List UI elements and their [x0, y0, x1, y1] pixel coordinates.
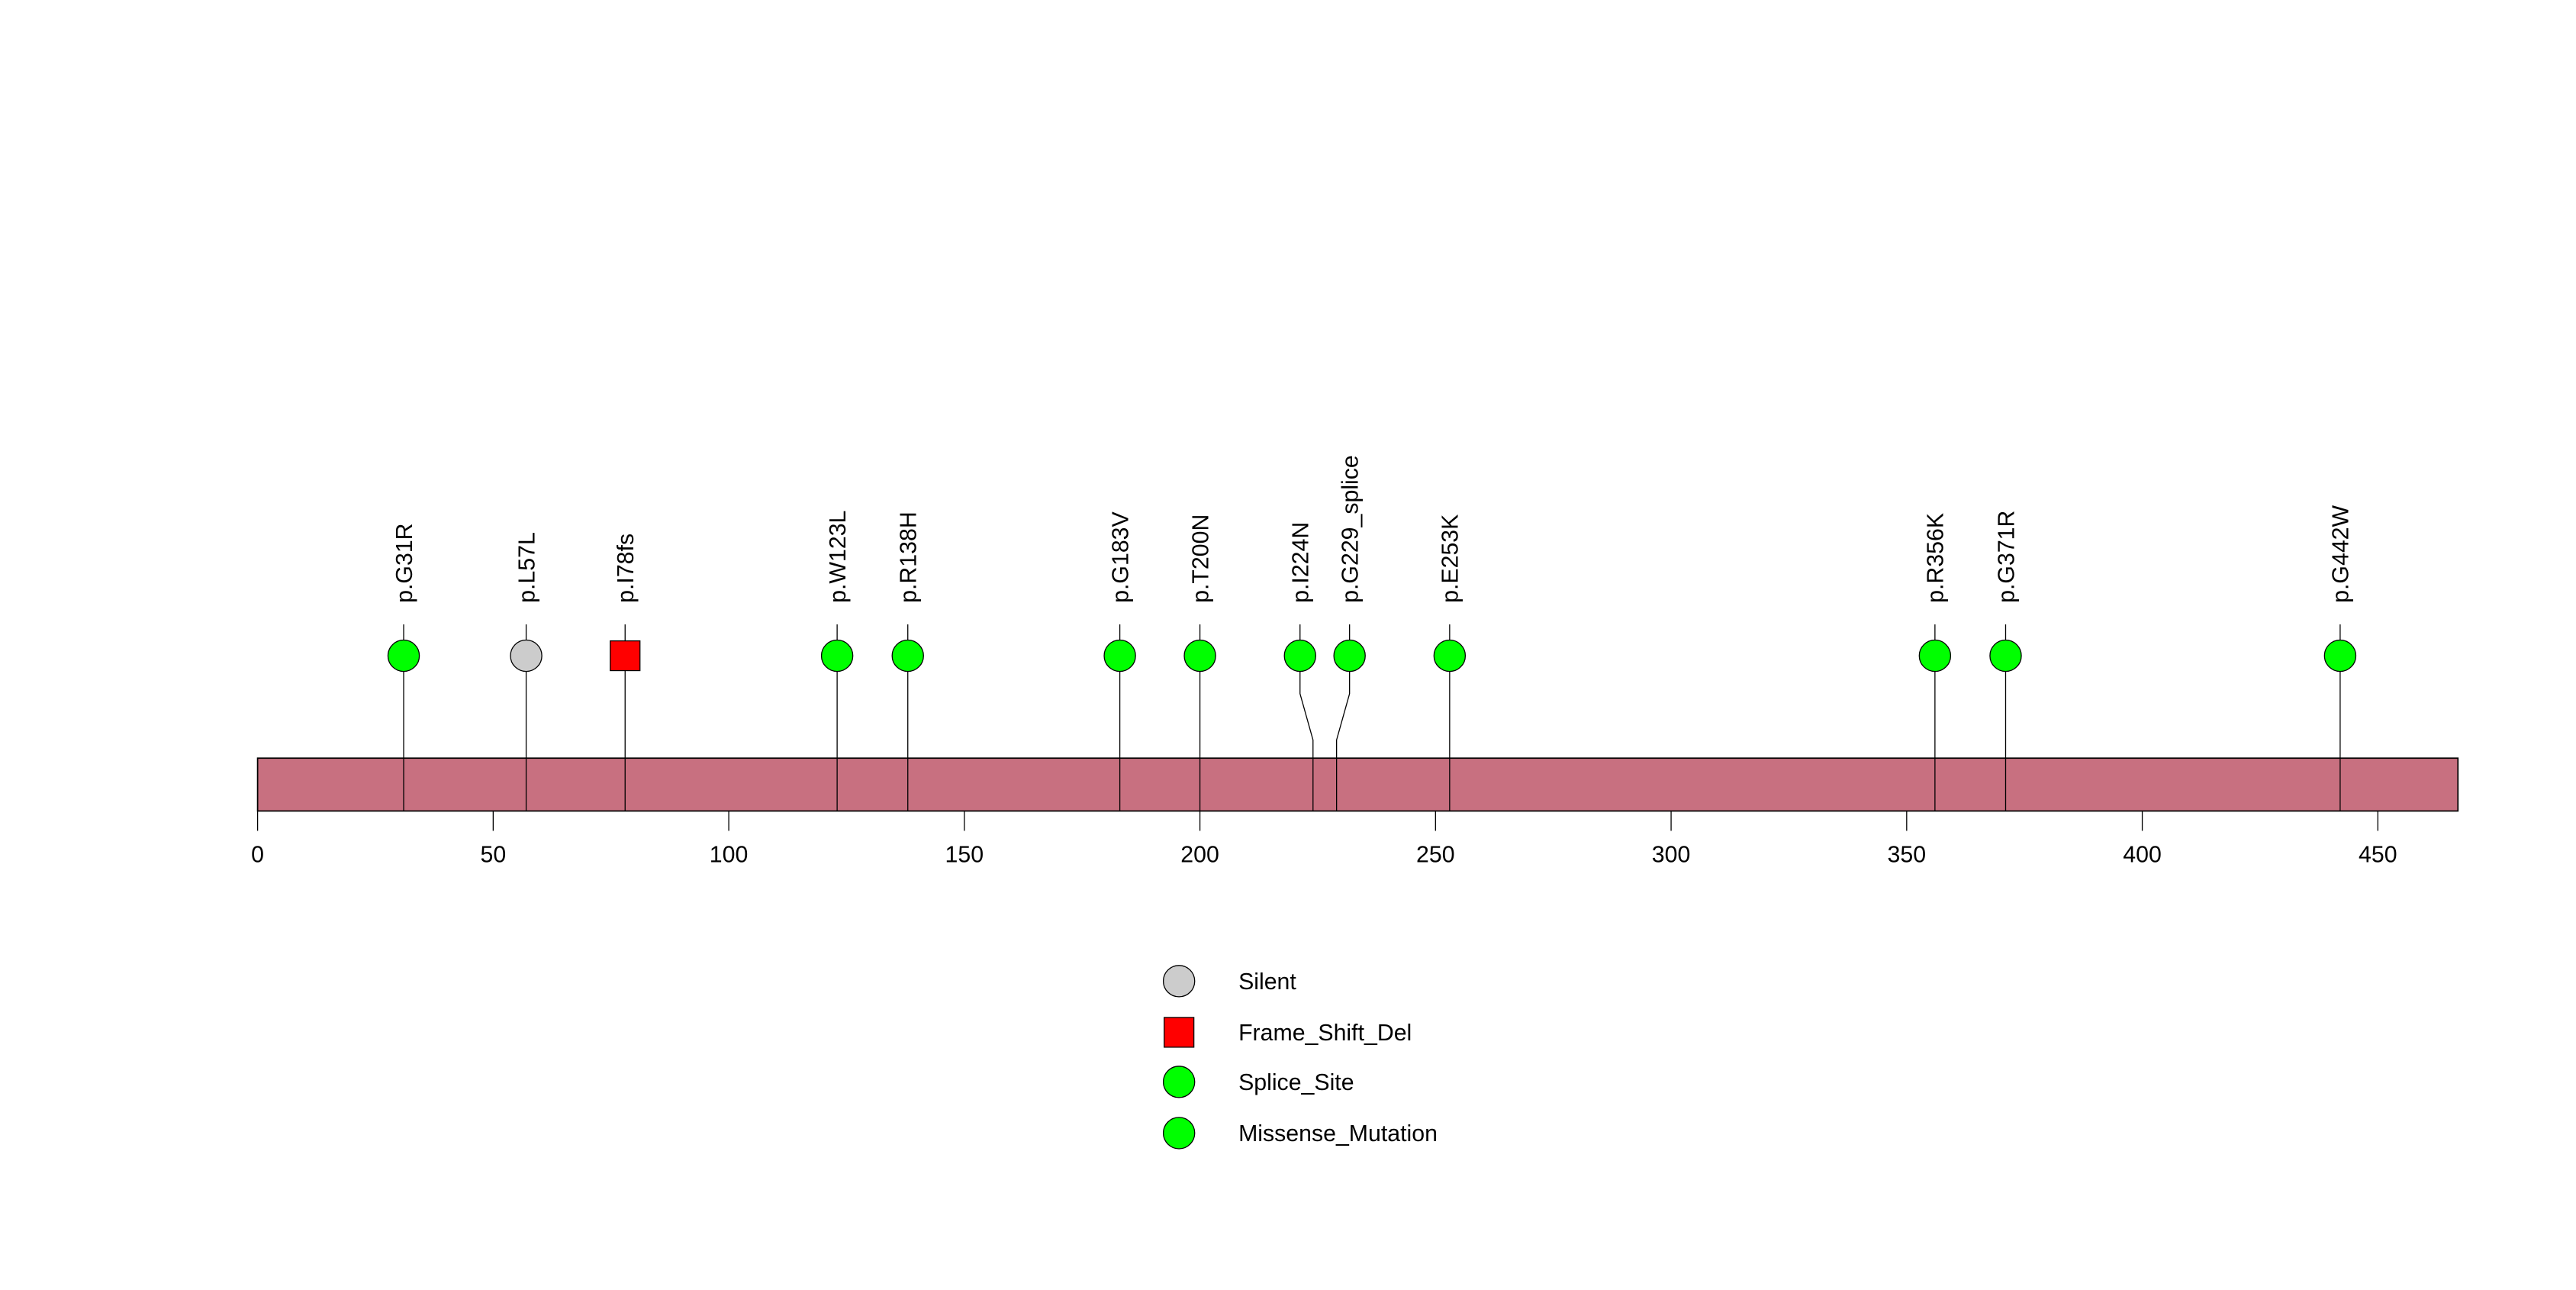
mutation-label: p.G31R	[392, 523, 417, 602]
x-tick-label: 0	[251, 843, 264, 868]
legend-circle-icon	[1162, 1066, 1196, 1098]
mutation-marker-circle	[1333, 639, 1366, 672]
mutation-label: p.R138H	[897, 511, 922, 603]
mutation-marker-circle	[2323, 639, 2357, 672]
mutation-label: p.T200N	[1188, 514, 1213, 603]
x-tick-label: 100	[710, 843, 749, 868]
mutation-label: p.I78fs	[613, 534, 639, 603]
x-tick-label: 200	[1180, 843, 1219, 868]
x-tick-label: 250	[1416, 843, 1455, 868]
legend-circle-icon	[1162, 1117, 1196, 1150]
mutation-label: p.I224N	[1289, 522, 1314, 603]
bar-lines	[403, 758, 2341, 811]
mutation-marker-circle	[1283, 639, 1316, 672]
mutation-marker-circle	[1433, 639, 1467, 672]
legend-label: Frame_Shift_Del	[1238, 1021, 1412, 1046]
mutation-marker-circle	[1989, 639, 2022, 672]
x-axis: 0 50 100 150 200 250 300 350 400 450	[251, 811, 2397, 868]
mutation-marker-circle	[1103, 639, 1136, 672]
stems	[403, 624, 2341, 759]
mutation-marker-circle	[891, 639, 924, 672]
x-tick-label: 150	[945, 843, 984, 868]
legend-label: Silent	[1238, 969, 1296, 995]
x-tick-label: 300	[1652, 843, 1691, 868]
mutation-marker-circle	[1918, 639, 1952, 672]
mutation-label: p.G442W	[2329, 505, 2354, 602]
x-tick-label: 450	[2359, 843, 2397, 868]
mutation-label: p.G183V	[1108, 511, 1133, 602]
x-tick-label: 50	[481, 843, 507, 868]
legend-label: Missense_Mutation	[1238, 1121, 1438, 1146]
mutation-labels: p.G31R p.L57L p.I78fs p.W123L p.R138H p.G183V…	[392, 455, 2354, 603]
mutation-label: p.G229_splice	[1338, 455, 1363, 603]
mutation-label: p.R356K	[1924, 513, 1949, 603]
x-tick-label: 350	[1888, 843, 1927, 868]
mutation-markers	[387, 639, 2357, 672]
mutation-marker-circle	[1183, 639, 1216, 672]
mutation-label: p.W123L	[826, 511, 851, 603]
legend-circle-icon	[1162, 965, 1196, 998]
mutation-label: p.G371R	[1994, 511, 2019, 603]
x-tick-label: 400	[2123, 843, 2162, 868]
mutation-marker-square	[610, 640, 641, 672]
mutation-label: p.E253K	[1438, 514, 1463, 603]
legend-label: Splice_Site	[1238, 1070, 1354, 1095]
legend-square-icon	[1164, 1017, 1195, 1048]
legend: Silent Frame_Shift_Del Splice_Site Missense…	[1162, 965, 1438, 1150]
mutation-label: p.L57L	[514, 532, 539, 603]
protein-bar	[256, 757, 2459, 812]
mutation-marker-circle	[820, 639, 854, 672]
mutation-marker-circle	[387, 639, 420, 672]
mutation-marker-circle	[510, 639, 543, 672]
